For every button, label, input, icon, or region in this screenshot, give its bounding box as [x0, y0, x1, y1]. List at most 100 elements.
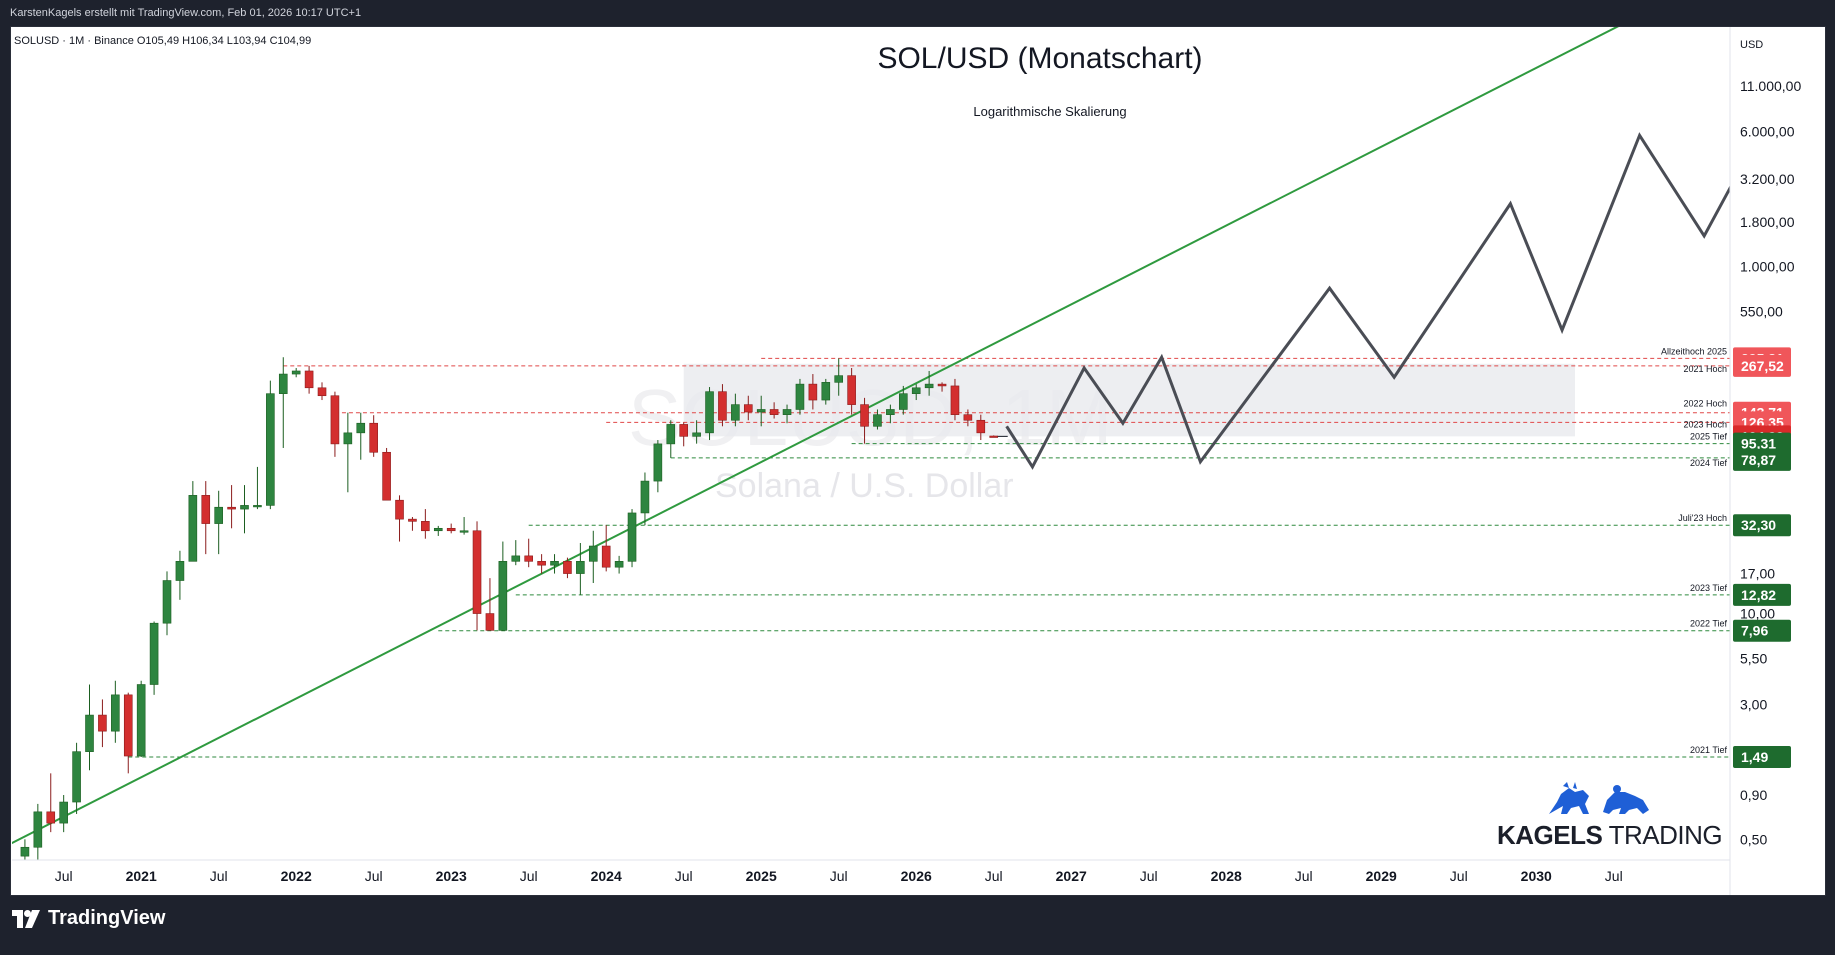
candle-2023-07[interactable] — [524, 555, 533, 562]
candle-2020-06[interactable] — [46, 811, 56, 824]
candle-2022-04[interactable] — [330, 395, 340, 445]
candle-2023-04[interactable] — [485, 613, 495, 631]
candle-2023-10[interactable] — [563, 561, 572, 574]
candle-2022-09[interactable] — [395, 499, 404, 520]
candle-2022-08[interactable] — [382, 451, 391, 501]
candle-2023-01[interactable] — [446, 527, 456, 532]
candle-2024-04[interactable] — [640, 480, 650, 514]
candle-2021-11[interactable] — [266, 393, 275, 506]
x-tick-label-13: 2027 — [1056, 868, 1087, 884]
candle-2022-05[interactable] — [343, 432, 353, 445]
candle-2023-11[interactable] — [576, 561, 585, 574]
level-label-0: Allzeithoch 2025 — [1661, 346, 1727, 356]
candle-2022-01[interactable] — [291, 370, 301, 375]
candle-2026-07[interactable] — [989, 435, 999, 438]
candle-2023-08[interactable] — [537, 561, 546, 566]
level-label-1: 2021 Hoch — [1683, 364, 1727, 374]
candle-2025-09[interactable] — [860, 404, 869, 427]
candle-2024-10[interactable] — [718, 391, 727, 421]
candle-2025-02[interactable] — [769, 409, 779, 415]
candle-2023-03[interactable] — [472, 530, 482, 614]
candle-2021-05[interactable] — [188, 495, 198, 562]
candle-2023-09[interactable] — [550, 561, 559, 566]
x-tick-label-0: Jul — [55, 868, 73, 884]
candle-2020-07[interactable] — [59, 801, 68, 824]
y-tick-label-8: 5,50 — [1740, 651, 1767, 667]
candle-2025-10[interactable] — [873, 414, 882, 427]
candle-2021-02[interactable] — [149, 622, 159, 685]
candle-2021-01[interactable] — [136, 684, 146, 757]
candle-2022-10[interactable] — [408, 518, 417, 522]
candle-2024-06[interactable] — [666, 424, 676, 445]
candle-2026-05[interactable] — [963, 414, 973, 421]
candle-2020-08[interactable] — [72, 751, 81, 803]
candle-2025-11[interactable] — [886, 409, 895, 415]
price-box-8 — [1733, 583, 1791, 606]
candle-2020-04[interactable] — [20, 846, 30, 857]
candle-2026-06[interactable] — [976, 419, 986, 434]
x-tick-label-8: Jul — [675, 868, 693, 884]
candle-2022-07[interactable] — [369, 422, 378, 453]
candle-2021-04[interactable] — [175, 561, 185, 581]
candle-2025-06[interactable] — [821, 382, 831, 401]
candle-2024-05[interactable] — [653, 443, 663, 482]
candle-2022-03[interactable] — [317, 387, 327, 397]
candle-2023-12[interactable] — [588, 545, 598, 562]
candle-2021-03[interactable] — [162, 580, 172, 624]
tradingview-logo[interactable]: TradingView — [12, 907, 165, 930]
candle-2025-12[interactable] — [898, 393, 908, 410]
candle-2022-02[interactable] — [304, 370, 314, 389]
x-tick-label-20: Jul — [1605, 868, 1623, 884]
price-box-label-6: 78,87 — [1741, 452, 1776, 468]
candle-2024-07[interactable] — [679, 424, 688, 437]
candle-2026-02[interactable] — [924, 383, 934, 389]
candle-2021-08[interactable] — [227, 506, 236, 510]
candle-2021-06[interactable] — [201, 495, 211, 524]
candle-2020-12[interactable] — [123, 694, 133, 757]
x-tick-label-4: Jul — [365, 868, 383, 884]
candle-2021-07[interactable] — [214, 506, 223, 524]
candle-2025-08[interactable] — [847, 375, 856, 405]
projection-path — [1005, 132, 1730, 470]
candle-2020-11[interactable] — [111, 694, 120, 732]
candle-2023-05[interactable] — [498, 561, 508, 631]
candle-2025-04[interactable] — [795, 383, 805, 410]
candle-2022-11[interactable] — [421, 521, 430, 532]
candle-2024-02[interactable] — [614, 561, 624, 568]
price-box-label-8: 12,82 — [1741, 587, 1776, 603]
candle-2023-02[interactable] — [459, 530, 469, 533]
candle-2020-05[interactable] — [33, 811, 43, 848]
symbol-legend[interactable]: SOLUSD · 1M · Binance O105,49 H106,34 L1… — [14, 35, 312, 47]
projection-arrowhead — [1798, 45, 1812, 59]
candle-2021-12[interactable] — [278, 373, 288, 394]
y-tick-label-5: 550,00 — [1740, 304, 1783, 320]
candle-2024-03[interactable] — [627, 512, 637, 562]
candle-2024-01[interactable] — [601, 545, 611, 568]
candle-2024-08[interactable] — [692, 432, 701, 437]
price-box-label-5: 95,31 — [1741, 436, 1776, 452]
candle-2026-03[interactable] — [937, 383, 947, 387]
candle-2025-01[interactable] — [756, 409, 766, 413]
candle-2022-06[interactable] — [356, 422, 366, 434]
candle-2024-12[interactable] — [743, 404, 753, 413]
x-tick-label-6: Jul — [520, 868, 538, 884]
x-tick-label-15: 2028 — [1211, 868, 1242, 884]
candle-2020-10[interactable] — [98, 714, 107, 732]
candle-2026-01[interactable] — [911, 387, 921, 394]
candle-2022-12[interactable] — [433, 527, 443, 532]
candle-2025-03[interactable] — [782, 409, 792, 415]
candle-2023-06[interactable] — [511, 555, 521, 562]
candle-2020-09[interactable] — [85, 714, 94, 752]
chart-panel[interactable] — [10, 26, 1826, 896]
x-tick-label-19: 2030 — [1521, 868, 1552, 884]
candle-2026-04[interactable] — [950, 385, 960, 415]
candle-2025-07[interactable] — [834, 375, 844, 383]
candle-2021-09[interactable] — [240, 505, 249, 510]
x-tick-label-2: Jul — [210, 868, 228, 884]
candle-2025-05[interactable] — [808, 383, 818, 401]
candle-2021-10[interactable] — [253, 505, 262, 508]
candle-2024-09[interactable] — [705, 391, 714, 434]
level-label-6: 2024 Tief — [1690, 458, 1728, 468]
candle-2024-11[interactable] — [731, 404, 740, 421]
